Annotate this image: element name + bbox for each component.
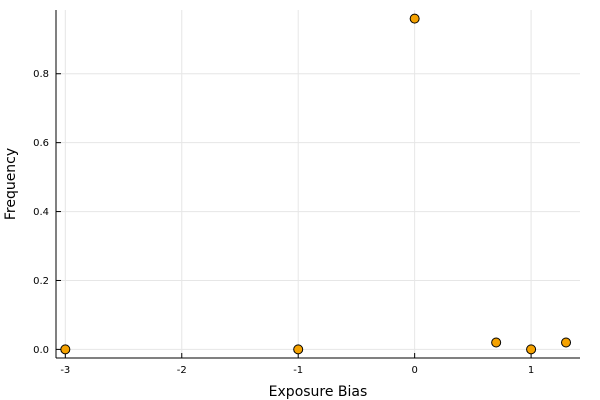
data-point — [561, 337, 572, 348]
data-point — [491, 337, 502, 348]
x-tick-label: -2 — [177, 365, 187, 376]
x-tick-label: -3 — [60, 365, 70, 376]
y-tick-label: 0.4 — [33, 207, 49, 218]
y-axis-title: Frequency — [3, 148, 19, 220]
data-point — [60, 344, 71, 355]
data-points — [60, 13, 572, 355]
x-ticks: -3 -2 -1 0 1 — [60, 353, 534, 376]
data-point — [293, 344, 304, 355]
data-point — [409, 13, 420, 24]
y-tick-label: 0.2 — [33, 276, 49, 287]
y-tick-label: 0.8 — [33, 69, 49, 80]
y-tick-label: 0.6 — [33, 138, 49, 149]
x-tick-label: 0 — [411, 365, 417, 376]
y-ticks: 0.0 0.2 0.4 0.6 0.8 — [33, 69, 61, 356]
x-tick-label: -1 — [293, 365, 303, 376]
y-tick-label: 0.0 — [33, 345, 49, 356]
x-gridlines — [64, 10, 532, 358]
data-point — [526, 344, 537, 355]
x-tick-label: 1 — [528, 365, 534, 376]
y-gridlines — [56, 73, 580, 350]
x-axis-title: Exposure Bias — [269, 384, 368, 400]
